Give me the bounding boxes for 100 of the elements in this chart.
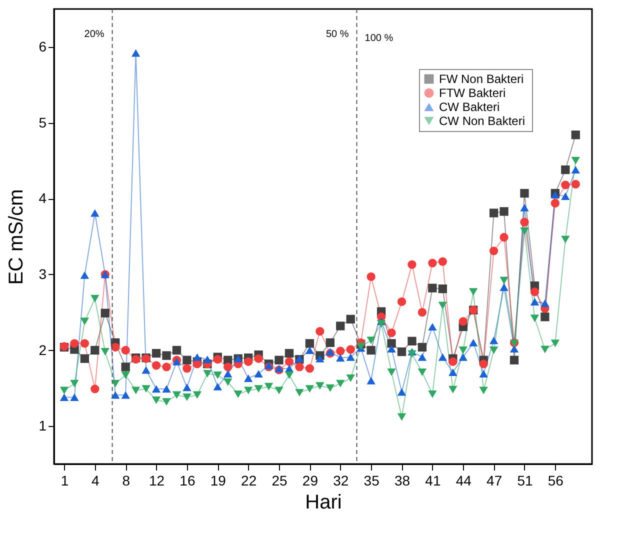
point	[284, 357, 294, 366]
y-tick-label: 5	[38, 114, 47, 130]
point	[305, 346, 314, 354]
point	[305, 385, 314, 393]
point	[408, 336, 416, 346]
point	[70, 339, 79, 348]
point	[540, 299, 550, 307]
point	[428, 322, 437, 330]
point	[550, 191, 560, 199]
x-tick-label: 22	[241, 472, 257, 488]
point	[60, 394, 69, 402]
point	[408, 260, 416, 269]
y-tick-label: 3	[38, 266, 47, 282]
point	[550, 198, 560, 208]
point	[366, 272, 376, 282]
point	[500, 276, 508, 284]
annotation: 50 %	[326, 29, 349, 40]
point	[224, 362, 232, 372]
point	[520, 227, 529, 235]
x-tick-label: 29	[302, 472, 318, 488]
point	[90, 384, 100, 394]
annotation: 100 %	[364, 33, 394, 44]
point	[520, 188, 529, 198]
point	[70, 394, 79, 402]
point	[172, 346, 182, 355]
point	[60, 386, 69, 394]
x-tick-label: 12	[148, 472, 165, 488]
legend-label: CW Non Bakteri	[439, 114, 526, 128]
x-tick-label: 16	[180, 472, 196, 488]
point	[366, 376, 376, 384]
point	[489, 346, 498, 354]
point	[295, 362, 304, 372]
point	[489, 246, 498, 256]
point	[458, 353, 468, 361]
point	[336, 322, 345, 330]
point	[336, 354, 345, 362]
point	[489, 208, 498, 218]
point	[182, 356, 192, 364]
x-tick-label: 38	[394, 472, 410, 488]
point	[152, 361, 161, 370]
point	[530, 314, 540, 322]
legend-label: FW Non Bakteri	[439, 72, 524, 86]
point	[192, 391, 202, 399]
point	[571, 130, 580, 140]
point	[90, 294, 100, 302]
point	[346, 353, 355, 361]
point	[80, 318, 90, 326]
point	[234, 390, 242, 398]
point	[213, 372, 222, 380]
x-tick-label: 1	[60, 472, 69, 488]
point	[152, 396, 161, 404]
point	[510, 356, 519, 364]
x-tick-label: 8	[122, 472, 130, 488]
point	[479, 360, 488, 368]
point	[530, 288, 540, 296]
x-tick-label: 19	[210, 472, 226, 488]
point	[172, 391, 182, 399]
point	[316, 382, 324, 390]
point	[346, 314, 355, 324]
point	[438, 302, 447, 310]
x-tick-label: 44	[456, 472, 472, 488]
x-tick-label: 25	[272, 472, 288, 488]
point	[448, 368, 458, 376]
point	[346, 345, 355, 354]
point	[387, 328, 396, 338]
point	[326, 338, 334, 347]
point	[346, 374, 355, 382]
point	[70, 380, 79, 388]
point	[479, 370, 488, 378]
point	[571, 156, 580, 164]
point	[418, 308, 427, 317]
point	[80, 339, 90, 348]
point	[540, 346, 550, 354]
point	[284, 348, 294, 358]
point	[530, 298, 540, 306]
point	[162, 398, 171, 406]
point	[182, 384, 192, 392]
point	[121, 391, 130, 399]
point	[438, 353, 447, 361]
point	[316, 354, 324, 362]
x-tick-label: 35	[364, 472, 380, 488]
x-tick-label: 56	[548, 472, 564, 488]
point	[80, 271, 90, 279]
point	[162, 385, 171, 393]
point	[192, 353, 202, 361]
point	[448, 386, 458, 394]
point	[203, 356, 212, 364]
point	[284, 372, 294, 380]
point	[305, 339, 314, 348]
point	[254, 385, 263, 393]
point	[500, 207, 508, 216]
point	[428, 258, 437, 268]
point	[162, 362, 171, 372]
point	[244, 374, 253, 382]
point	[152, 385, 161, 393]
point	[264, 382, 274, 390]
legend-label: FTW Bakteri	[439, 86, 506, 100]
point	[561, 192, 570, 200]
point	[397, 297, 406, 306]
point	[469, 288, 478, 296]
